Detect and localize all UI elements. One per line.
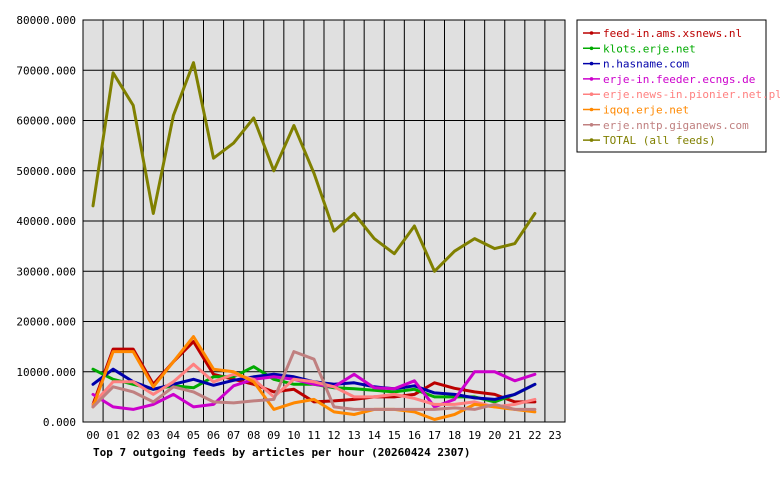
legend-swatch-marker <box>589 107 594 112</box>
series-line <box>91 61 537 273</box>
legend: feed-in.ams.xsnews.nl klots.erje.net n.has… <box>576 19 780 153</box>
x-tick-label: 20 <box>488 429 501 442</box>
x-tick-label: 19 <box>468 429 481 442</box>
x-tick-label: 21 <box>508 429 521 442</box>
x-tick-label: 10 <box>287 429 300 442</box>
x-tick-label: 13 <box>348 429 361 442</box>
legend-swatch-marker <box>589 92 594 96</box>
legend-swatch-marker <box>589 123 594 127</box>
legend-label: erje.news-in.pionier.net.pl <box>603 88 780 101</box>
legend-label: n.hasname.com <box>603 58 689 71</box>
y-tick-label: 30000.000 <box>16 265 76 278</box>
x-tick-label: 07 <box>227 429 240 442</box>
x-tick-label: 12 <box>327 429 340 442</box>
x-tick-label: 06 <box>207 429 220 442</box>
legend-box <box>576 19 767 153</box>
y-tick-label: 80000.000 <box>16 14 76 27</box>
x-tick-label: 08 <box>247 429 260 442</box>
x-tick-label: 22 <box>528 429 541 442</box>
x-tick-label: 01 <box>107 429 120 442</box>
legend-swatch-marker <box>589 77 594 81</box>
x-tick-label: 23 <box>548 429 561 442</box>
y-tick-label: 20000.000 <box>16 316 76 329</box>
y-tick-label: 60000.000 <box>16 115 76 128</box>
x-tick-label: 09 <box>267 429 280 442</box>
series-lines <box>91 61 537 421</box>
legend-label: TOTAL (all feeds) <box>603 134 716 147</box>
x-tick-label: 03 <box>147 429 160 442</box>
legend-label: klots.erje.net <box>603 42 696 55</box>
x-tick-label: 05 <box>187 429 200 442</box>
y-tick-label: 0.000 <box>43 416 76 429</box>
y-tick-label: 50000.000 <box>16 165 76 178</box>
legend-label: erje-in.feeder.ecngs.de <box>603 73 755 86</box>
series-line <box>91 362 537 409</box>
x-tick-label: 02 <box>127 429 140 442</box>
legend-label: feed-in.ams.xsnews.nl <box>603 27 742 40</box>
x-tick-label: 00 <box>86 429 99 442</box>
y-tick-label: 70000.000 <box>16 64 76 77</box>
x-tick-label: 15 <box>388 429 401 442</box>
legend-swatch-marker <box>589 138 594 142</box>
x-tick-label: 18 <box>448 429 461 442</box>
legend-swatch-marker <box>589 31 594 35</box>
legend-label: erje.nntp.giganews.com <box>603 119 749 132</box>
x-tick-label: 04 <box>167 429 181 442</box>
chart-title: Top 7 outgoing feeds by articles per hou… <box>93 446 471 459</box>
x-tick-label: 16 <box>408 429 421 442</box>
x-axis: 00 01 02 03 04 05 06 07 08 09 10 11 12 13 14 15 16 17 18 19… <box>86 429 561 442</box>
x-tick-label: 17 <box>428 429 441 442</box>
x-tick-label: 14 <box>368 429 382 442</box>
x-tick-label: 11 <box>307 429 320 442</box>
series-line <box>91 370 537 411</box>
series-line <box>91 350 537 411</box>
legend-label: iqoq.erje.net <box>603 104 689 117</box>
y-tick-label: 40000.000 <box>16 215 76 228</box>
series-line <box>91 335 537 421</box>
legend-swatch-marker <box>589 61 594 66</box>
y-axis: 0.000 10000.000 20000.000 30000.000 40000.00… <box>16 14 76 429</box>
legend-swatch-marker <box>589 46 594 51</box>
y-tick-label: 10000.000 <box>16 366 76 379</box>
